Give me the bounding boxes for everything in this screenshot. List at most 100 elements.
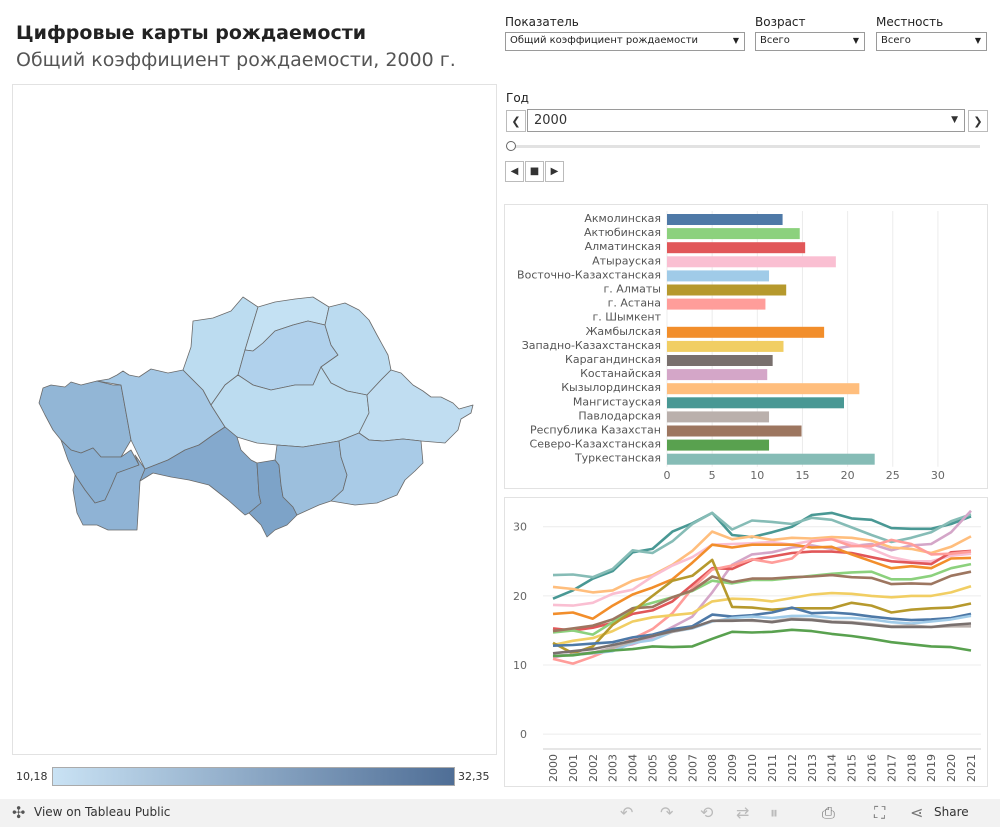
series-line[interactable] xyxy=(552,628,972,658)
bar-x-tick: 15 xyxy=(795,469,809,482)
map-panel xyxy=(12,84,497,755)
year-slider-thumb[interactable] xyxy=(506,141,516,151)
location-value: Всего xyxy=(881,35,911,46)
bar[interactable] xyxy=(667,425,802,437)
bar-x-tick: 5 xyxy=(709,469,716,482)
line-x-tick: 2004 xyxy=(627,754,640,782)
line-x-tick: 2012 xyxy=(786,754,799,782)
line-x-tick: 2003 xyxy=(607,754,620,782)
bar[interactable] xyxy=(667,340,784,352)
bar[interactable] xyxy=(667,214,783,225)
bar-category-label: г. Шымкент xyxy=(592,311,661,324)
series-line[interactable] xyxy=(552,606,972,647)
bar-category-label: Акмолинская xyxy=(584,212,661,225)
bar[interactable] xyxy=(667,326,825,338)
map-region[interactable] xyxy=(38,380,132,458)
location-dropdown[interactable]: Всего ▼ xyxy=(876,32,987,51)
year-slider-track[interactable] xyxy=(512,145,980,148)
legend-min: 10,18 xyxy=(16,770,48,783)
bar-category-label: Восточно-Казахстанская xyxy=(517,268,661,281)
share-icon[interactable]: ⋖ xyxy=(910,803,924,822)
bar-category-label: Республика Казахстан xyxy=(530,424,661,437)
download-icon[interactable]: ⎙ xyxy=(822,803,835,822)
bar-category-label: Мангистауская xyxy=(573,395,661,408)
bar[interactable] xyxy=(667,397,844,409)
bar[interactable] xyxy=(667,439,770,451)
next-year-button[interactable]: ❯ xyxy=(968,110,988,132)
age-dropdown[interactable]: Всего ▼ xyxy=(755,32,865,51)
year-dropdown[interactable]: 2000 ▼ xyxy=(527,109,965,132)
undo-icon[interactable]: ↶ xyxy=(620,803,634,822)
line-x-tick: 2005 xyxy=(647,754,660,782)
line-x-tick: 2009 xyxy=(726,754,739,782)
line-x-tick: 2002 xyxy=(587,754,600,782)
series-line[interactable] xyxy=(552,537,972,607)
series-line[interactable] xyxy=(552,543,972,620)
line-chart-panel: 0 10 20 30 2000 2001 2002 2003 2004 2005 2006 2007 2… xyxy=(504,497,988,787)
refresh-icon[interactable]: ⇄ xyxy=(736,803,750,822)
line-x-tick: 2007 xyxy=(686,754,699,782)
line-y-tick: 20 xyxy=(513,590,527,603)
series-line[interactable] xyxy=(552,570,972,633)
bar[interactable] xyxy=(667,453,875,465)
play-forward-button[interactable]: ▶ xyxy=(545,161,564,182)
fullscreen-icon[interactable]: ⛶ xyxy=(874,803,886,822)
bar[interactable] xyxy=(667,383,860,395)
indicator-dropdown[interactable]: Общий коэффициент рождаемости ▼ xyxy=(505,32,745,51)
prev-year-button[interactable]: ❮ xyxy=(506,110,526,132)
play-backward-icon: ◀ xyxy=(510,166,519,177)
bar-category-label: Северо-Казахстанская xyxy=(530,438,661,451)
bar-category-label: Туркестанская xyxy=(574,452,661,465)
series-line[interactable] xyxy=(552,614,972,658)
view-on-tableau-link[interactable]: View on Tableau Public xyxy=(34,805,171,819)
bar[interactable] xyxy=(667,242,806,254)
pause-icon[interactable]: ⏸ xyxy=(770,803,779,822)
redo-icon[interactable]: ↷ xyxy=(660,803,674,822)
location-label: Местность xyxy=(876,15,944,29)
series-line[interactable] xyxy=(552,511,972,579)
map-region[interactable] xyxy=(330,432,424,506)
year-value: 2000 xyxy=(534,113,568,128)
bar[interactable] xyxy=(667,298,766,310)
bar-category-label: Кызылординская xyxy=(561,381,661,394)
series-line[interactable] xyxy=(552,558,972,655)
line-y-tick: 0 xyxy=(520,728,527,741)
series-line[interactable] xyxy=(552,584,972,647)
line-x-tick: 2014 xyxy=(826,754,839,782)
revert-icon[interactable]: ⟲ xyxy=(700,803,714,822)
chevron-right-icon: ❯ xyxy=(973,114,983,128)
bar-chart-panel: 0 5 10 15 20 25 30 Акмолинская Актюбинская Алмати… xyxy=(504,204,988,489)
chevron-down-icon: ▼ xyxy=(732,36,739,45)
footer-toolbar: ✣ View on Tableau Public ↶ ↷ ⟲ ⇄ ⏸ ⎙ ⛶ ⋖… xyxy=(0,799,1000,827)
line-x-tick: 2018 xyxy=(905,754,918,782)
share-button[interactable]: Share xyxy=(934,805,969,819)
legend-max: 32,35 xyxy=(458,770,490,783)
line-chart: 0 10 20 30 2000 2001 2002 2003 2004 2005 2006 2007 2… xyxy=(513,509,981,782)
page-subtitle: Общий коэффициент рождаемости, 2000 г. xyxy=(16,49,456,71)
bar[interactable] xyxy=(667,256,836,268)
play-backward-button[interactable]: ◀ xyxy=(505,161,524,182)
bar-category-label: Костанайская xyxy=(580,367,661,380)
bar[interactable] xyxy=(667,228,800,240)
bar-category-label: Алматинская xyxy=(585,240,661,253)
chevron-down-icon: ▼ xyxy=(974,36,981,45)
bar[interactable] xyxy=(667,411,770,423)
bar-x-tick: 20 xyxy=(841,469,855,482)
bar[interactable] xyxy=(667,270,770,282)
bar[interactable] xyxy=(667,284,787,296)
bar-x-tick: 30 xyxy=(931,469,945,482)
stop-button[interactable]: ■ xyxy=(525,161,544,182)
series-line[interactable] xyxy=(552,618,972,655)
bar[interactable] xyxy=(667,369,768,381)
bar-chart: 0 5 10 15 20 25 30 АкмолинскаяАктюбинскаяАлмати… xyxy=(517,211,945,482)
bar-x-tick: 0 xyxy=(664,469,671,482)
line-x-tick: 2019 xyxy=(925,754,938,782)
indicator-value: Общий коэффициент рождаемости xyxy=(510,35,699,46)
bar[interactable] xyxy=(667,355,773,366)
series-line[interactable] xyxy=(552,511,972,600)
line-x-tick: 2017 xyxy=(885,754,898,782)
line-x-tick: 2011 xyxy=(766,754,779,782)
bar-category-label: г. Алматы xyxy=(604,283,661,296)
series-line[interactable] xyxy=(552,530,972,594)
year-label: Год xyxy=(506,91,529,105)
